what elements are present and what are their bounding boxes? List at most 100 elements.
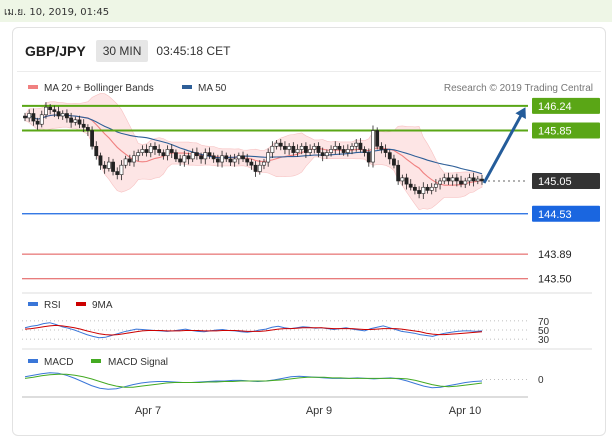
level-label: 145.05 (538, 176, 572, 188)
macd-plot (24, 372, 528, 390)
candle-body (123, 158, 128, 166)
rsi-tick-label: 70 (538, 317, 550, 328)
candle-body (417, 190, 422, 194)
ma20-legend-swatch (28, 85, 38, 89)
candle-body (174, 152, 178, 160)
candle-body (69, 117, 74, 123)
candle-body (433, 183, 438, 188)
candle-body (350, 145, 354, 150)
candle-body (39, 114, 44, 125)
candle-body (383, 149, 388, 153)
candle-body (299, 145, 304, 150)
candle-body (31, 113, 36, 122)
candle-body (165, 149, 170, 157)
x-tick-label: Apr 7 (135, 405, 161, 417)
candle-body (60, 113, 65, 117)
candle-body (329, 149, 333, 153)
candle-body (446, 177, 451, 182)
level-label: 146.24 (538, 101, 572, 113)
candle-body (161, 152, 166, 157)
rsi-ma-legend-label: 9MA (92, 300, 113, 311)
ma50-legend-swatch (182, 85, 192, 89)
candle-body (98, 155, 103, 166)
candle-body (429, 186, 434, 191)
candle-body (392, 158, 396, 166)
candle-body (341, 149, 346, 153)
candle-body (467, 177, 472, 182)
macd-legend-label: MACD (44, 357, 73, 368)
candle-body (337, 145, 342, 150)
timeframe-badge[interactable]: 30 MIN (95, 40, 149, 62)
candle-body (85, 127, 90, 131)
level-label-box (532, 172, 600, 189)
candle-body (90, 130, 94, 147)
candle-body (136, 152, 141, 157)
candle-body (320, 152, 325, 157)
level-label-box (532, 97, 600, 114)
candle-body (23, 115, 27, 119)
candle-body (454, 177, 459, 182)
candle-body (396, 164, 401, 182)
candle-body (148, 145, 153, 153)
time-label: 03:45:18 CET (156, 44, 231, 58)
candle-body (475, 178, 480, 182)
candle-body (35, 120, 40, 125)
candle-body (207, 152, 212, 157)
candle-body (375, 130, 380, 147)
level-label-box (532, 122, 600, 139)
candle-body (358, 142, 363, 150)
candle-body (291, 145, 296, 153)
candle-body (119, 164, 124, 175)
candle-body (253, 164, 258, 172)
candle-body (199, 155, 203, 160)
candle-body (144, 149, 149, 153)
candle-body (44, 106, 48, 116)
candle-body (308, 149, 313, 153)
candle-body (450, 177, 455, 182)
macd-tick-label: 0 (538, 375, 544, 386)
candle-body (274, 142, 279, 147)
candle-body (345, 149, 350, 153)
candle-body (157, 149, 162, 153)
chart-header: GBP/JPY 30 MIN 03:45:18 CET (25, 40, 230, 62)
macd-legend-swatch (28, 359, 38, 363)
candle-body (333, 145, 338, 150)
rsi-tick-label: 30 (538, 335, 550, 346)
forecast-arrow-shaft (482, 109, 526, 184)
candle-body (81, 123, 86, 128)
candle-body (132, 155, 136, 163)
candle-body (266, 152, 271, 163)
candle-body (421, 186, 426, 194)
ma50-legend-label: MA 50 (198, 83, 227, 94)
candle-body (425, 186, 430, 191)
rsi-ma-line (24, 324, 483, 336)
candle-body (224, 155, 229, 160)
x-tick-label: Apr 10 (449, 405, 481, 417)
rsi-legend-label: RSI (44, 300, 61, 311)
candle-body (413, 186, 417, 191)
candle-body (459, 180, 463, 185)
candle-body (215, 158, 220, 163)
level-label: 145.85 (538, 126, 572, 138)
candle-body (56, 111, 61, 117)
candle-body (203, 152, 208, 160)
candle-body (371, 130, 375, 163)
rsi-tick-label: 50 (538, 326, 550, 337)
rsi-ma-legend-swatch (76, 302, 86, 306)
candle-body (52, 109, 57, 112)
candle-body (270, 145, 275, 153)
candle-body (169, 149, 174, 153)
rsi-plot (22, 320, 528, 340)
candle-body (404, 177, 409, 185)
candle-body (471, 177, 476, 182)
candle-body (438, 180, 442, 185)
candle-body (182, 155, 187, 163)
candle-body (362, 149, 367, 153)
ma20-legend-label: MA 20 + Bollinger Bands (44, 83, 154, 94)
level-label-box (532, 205, 600, 222)
ma50-line (24, 114, 483, 175)
candle-body (232, 158, 237, 163)
date-bar: เม.ย. 10, 2019, 01:45 (0, 0, 612, 22)
candle-body (278, 142, 283, 147)
